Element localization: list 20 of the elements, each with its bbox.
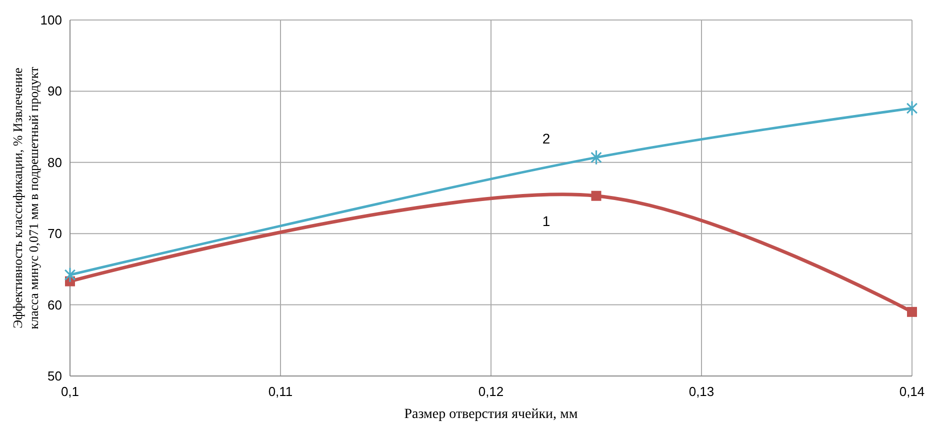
x-tick-label: 0,14 xyxy=(899,384,925,399)
x-axis-title: Размер отверстия ячейки, мм xyxy=(404,407,578,422)
y-tick-label: 80 xyxy=(48,154,62,170)
x-tick-label: 0,1 xyxy=(60,384,80,399)
y-tick-label: 90 xyxy=(48,84,62,99)
point xyxy=(590,150,602,166)
point xyxy=(907,306,917,317)
y-tick-label: 100 xyxy=(40,12,62,28)
point xyxy=(591,190,602,201)
point xyxy=(64,267,76,283)
y-tick-label: 70 xyxy=(48,226,62,242)
y-tick-label: 60 xyxy=(48,297,62,312)
series-label: 1 xyxy=(542,212,550,229)
y-tick-label: 50 xyxy=(48,368,62,384)
x-tick-label: 0,13 xyxy=(688,384,714,399)
y-axis-title: Эффективность классификации, % Извлечение класса минус 0,071 мм в подрешетный продукт xyxy=(10,66,41,330)
point xyxy=(906,100,918,116)
series-label: 2 xyxy=(542,130,550,146)
x-tick-label: 0,11 xyxy=(268,384,293,399)
x-tick-label: 0,12 xyxy=(478,384,504,399)
